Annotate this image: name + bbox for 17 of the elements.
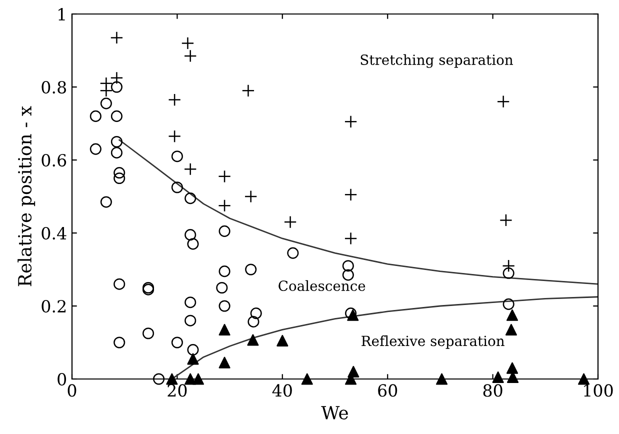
x-tick-label: 0 bbox=[68, 384, 76, 397]
annotation: Reflexive separation bbox=[362, 335, 504, 349]
y-tick-label: 0.6 bbox=[42, 154, 66, 167]
x-tick-label: 100 bbox=[584, 384, 613, 397]
y-tick-label: 0.2 bbox=[42, 300, 66, 313]
y-axis-title: Relative position - x bbox=[18, 106, 36, 286]
x-tick-label: 80 bbox=[483, 384, 502, 397]
x-axis-title: We bbox=[321, 406, 348, 420]
y-tick-label: 0.8 bbox=[42, 80, 66, 94]
y-tick-label: 1 bbox=[58, 8, 65, 20]
y-tick-label: 0.4 bbox=[42, 226, 66, 240]
annotation: Coalescence bbox=[278, 280, 366, 292]
annotation: Stretching separation bbox=[360, 54, 513, 68]
x-tick-label: 20 bbox=[168, 384, 187, 397]
y-tick-label: 0 bbox=[58, 372, 66, 386]
x-tick-label: 60 bbox=[378, 384, 398, 397]
x-tick-label: 40 bbox=[272, 384, 292, 397]
